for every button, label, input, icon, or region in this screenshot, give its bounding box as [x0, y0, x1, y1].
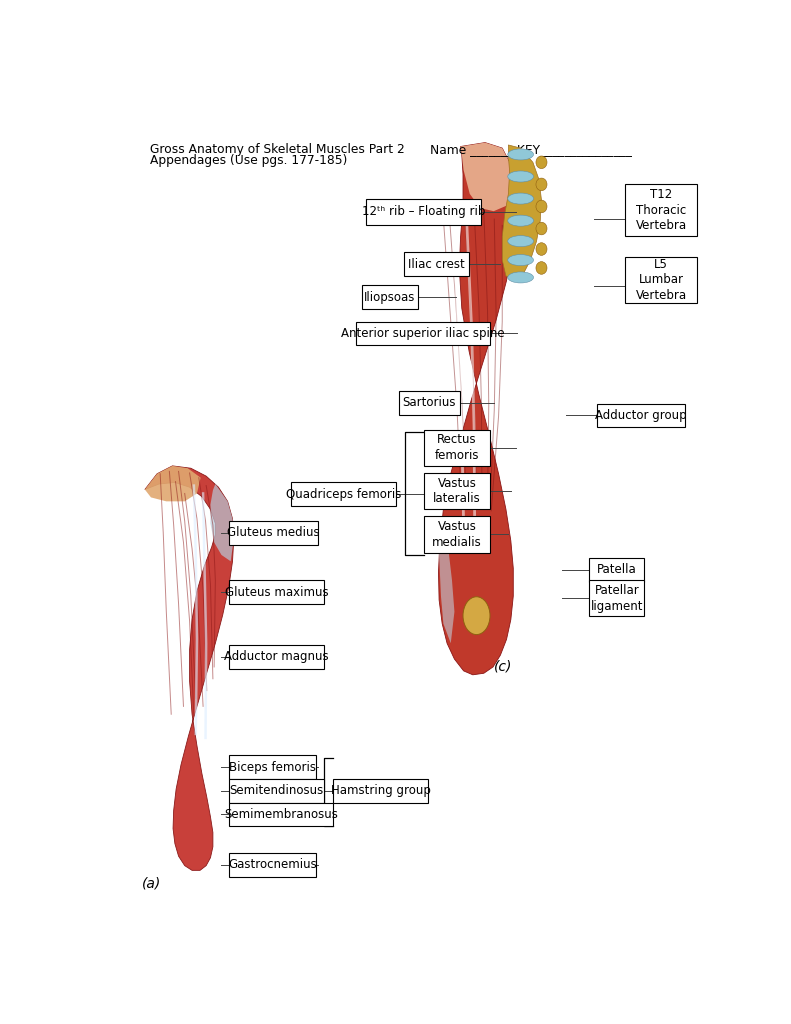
Text: (c): (c): [494, 659, 513, 673]
Text: Name _______ KEY_______________: Name _______ KEY_______________: [430, 142, 632, 156]
Text: Vastus
lateralis: Vastus lateralis: [433, 477, 481, 506]
FancyBboxPatch shape: [362, 286, 418, 309]
Ellipse shape: [536, 178, 547, 190]
Ellipse shape: [508, 272, 533, 283]
Polygon shape: [210, 484, 234, 561]
FancyBboxPatch shape: [403, 252, 469, 275]
Text: Hamstring group: Hamstring group: [331, 784, 430, 798]
FancyBboxPatch shape: [229, 779, 324, 803]
Text: Quadriceps femoris: Quadriceps femoris: [286, 487, 401, 501]
Text: Iliac crest: Iliac crest: [408, 257, 465, 270]
FancyBboxPatch shape: [625, 184, 697, 237]
Ellipse shape: [508, 255, 533, 265]
FancyBboxPatch shape: [399, 391, 460, 415]
Text: Adductor group: Adductor group: [595, 409, 687, 422]
Polygon shape: [438, 142, 516, 675]
Polygon shape: [145, 466, 201, 502]
FancyBboxPatch shape: [589, 558, 645, 582]
Ellipse shape: [508, 148, 533, 160]
FancyBboxPatch shape: [229, 645, 324, 669]
FancyBboxPatch shape: [424, 516, 490, 553]
Text: Vastus
medialis: Vastus medialis: [432, 520, 482, 549]
Text: Rectus
femoris: Rectus femoris: [434, 433, 479, 462]
FancyBboxPatch shape: [229, 756, 316, 779]
FancyBboxPatch shape: [229, 581, 324, 604]
Ellipse shape: [463, 597, 490, 635]
Ellipse shape: [508, 215, 533, 226]
FancyBboxPatch shape: [625, 257, 697, 303]
FancyBboxPatch shape: [229, 521, 318, 545]
FancyBboxPatch shape: [356, 322, 490, 345]
Text: Gross Anatomy of Skeletal Muscles Part 2: Gross Anatomy of Skeletal Muscles Part 2: [149, 142, 404, 156]
Text: Appendages (Use pgs. 177-185): Appendages (Use pgs. 177-185): [149, 155, 347, 167]
Ellipse shape: [536, 262, 547, 274]
FancyBboxPatch shape: [589, 581, 645, 616]
Text: Sartorius: Sartorius: [403, 396, 456, 410]
Ellipse shape: [508, 171, 533, 182]
Ellipse shape: [536, 156, 547, 169]
Text: Gluteus medius: Gluteus medius: [227, 526, 320, 540]
FancyBboxPatch shape: [424, 430, 490, 466]
Text: Patella: Patella: [597, 563, 637, 577]
FancyBboxPatch shape: [291, 482, 396, 506]
FancyBboxPatch shape: [333, 779, 428, 803]
Text: Anterior superior iliac spine: Anterior superior iliac spine: [342, 327, 505, 340]
Polygon shape: [145, 466, 234, 870]
Polygon shape: [438, 525, 454, 643]
Text: (a): (a): [142, 877, 161, 891]
Text: T12
Thoracic
Vertebra: T12 Thoracic Vertebra: [635, 188, 687, 232]
Ellipse shape: [508, 194, 533, 204]
Polygon shape: [502, 145, 542, 281]
Text: Patellar
ligament: Patellar ligament: [591, 584, 643, 612]
Text: Semimembranosus: Semimembranosus: [224, 808, 338, 821]
Text: Gluteus maximus: Gluteus maximus: [225, 586, 328, 598]
Text: L5
Lumbar
Vertebra: L5 Lumbar Vertebra: [635, 258, 687, 302]
Text: Biceps femoris: Biceps femoris: [229, 761, 316, 773]
FancyBboxPatch shape: [596, 403, 685, 427]
Ellipse shape: [536, 222, 547, 234]
Text: Adductor magnus: Adductor magnus: [224, 650, 328, 664]
FancyBboxPatch shape: [229, 803, 333, 826]
Ellipse shape: [536, 200, 547, 213]
Text: Gastrocnemius: Gastrocnemius: [229, 858, 317, 871]
FancyBboxPatch shape: [366, 199, 482, 225]
Text: Semitendinosus: Semitendinosus: [229, 784, 324, 798]
Polygon shape: [460, 142, 514, 211]
Ellipse shape: [508, 236, 533, 247]
FancyBboxPatch shape: [424, 473, 490, 509]
Ellipse shape: [536, 243, 547, 255]
Text: 12ᵗʰ rib – Floating rib: 12ᵗʰ rib – Floating rib: [362, 206, 486, 218]
FancyBboxPatch shape: [229, 853, 316, 877]
Text: Iliopsoas: Iliopsoas: [365, 291, 416, 304]
